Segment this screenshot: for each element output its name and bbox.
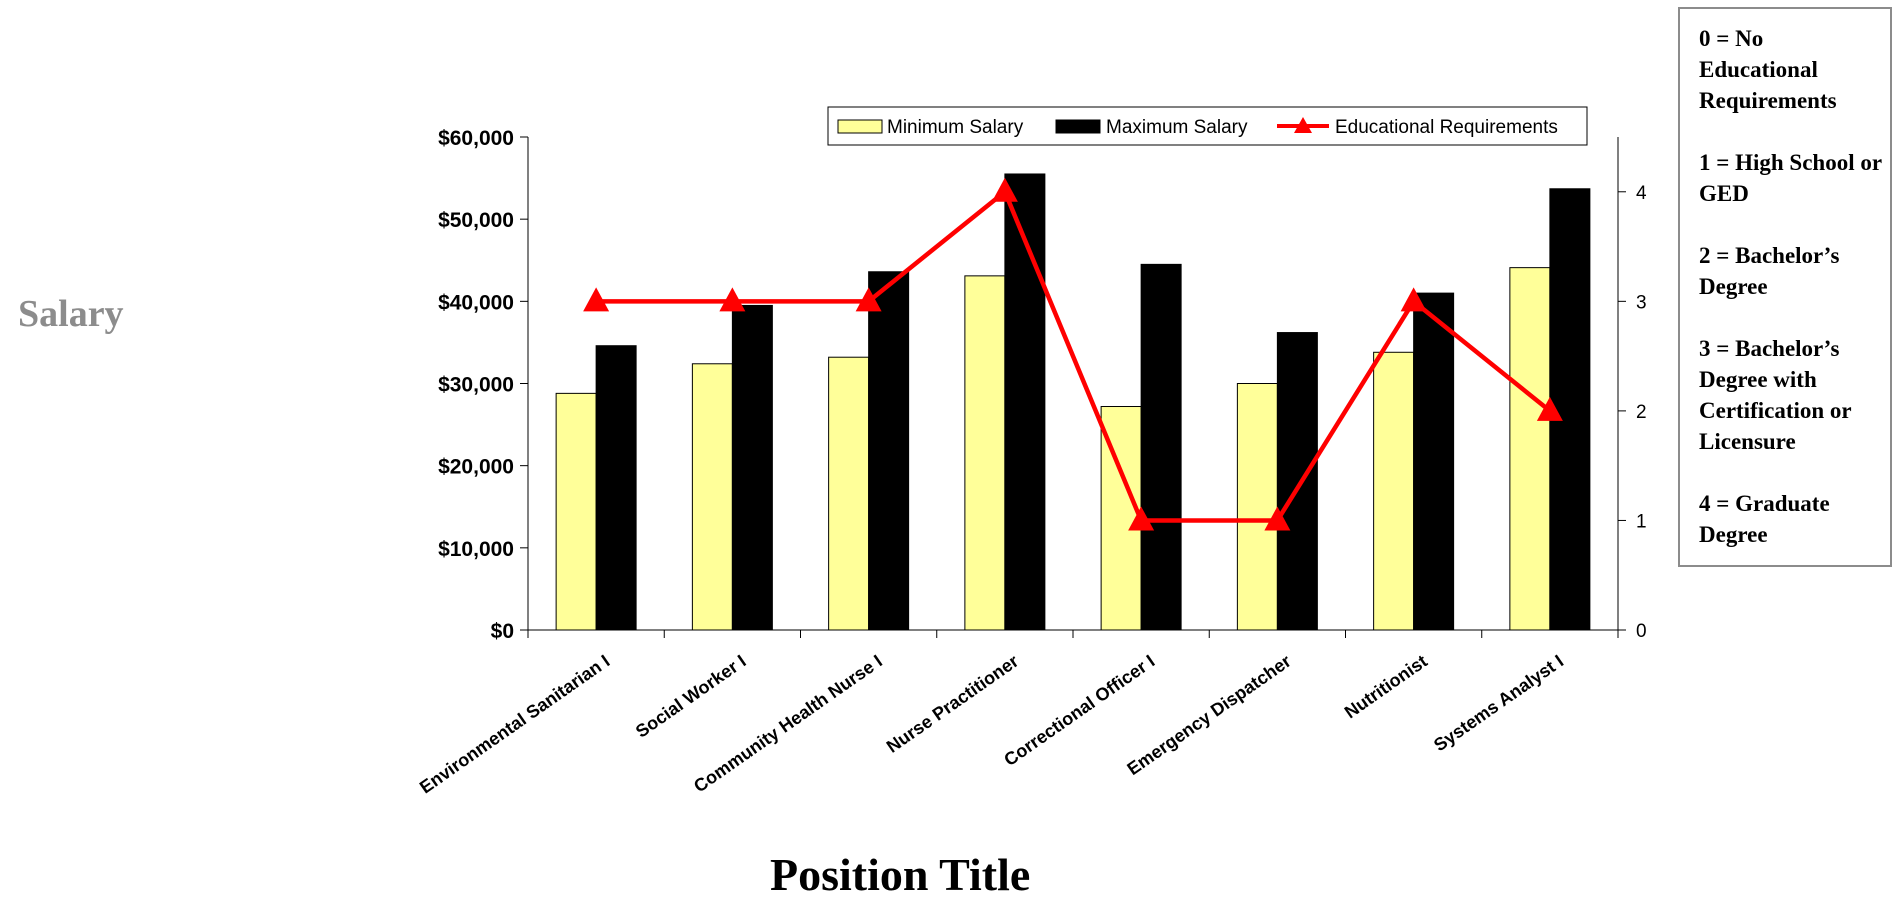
x-tick-label: Environmental Sanitarian I <box>416 651 613 798</box>
education-line <box>596 189 1552 523</box>
education-point <box>583 287 610 312</box>
x-tick-label: Correctional Officer I <box>1000 651 1158 770</box>
bar-minimum-salary <box>828 356 870 631</box>
y-tick-label: $30,000 <box>438 374 514 397</box>
key-item-0: 0 = No Educational Requirements <box>1699 26 1837 113</box>
x-axis-title: Position Title <box>770 849 1031 900</box>
key-item-2: 2 = Bachelor’s Degree <box>1699 243 1840 299</box>
legend-box <box>827 106 1588 146</box>
key-item-4: 4 = Graduate Degree <box>1699 491 1830 547</box>
y2-tick-label: 1 <box>1636 511 1647 532</box>
education-point <box>1536 396 1563 421</box>
bar-maximum-salary <box>1004 173 1046 631</box>
y-tick-label: $0 <box>491 620 514 643</box>
x-tick-label: Social Worker I <box>632 651 750 742</box>
y2-tick-label: 2 <box>1636 402 1647 423</box>
bar-minimum-salary <box>964 275 1006 631</box>
x-tick-label: Nutritionist <box>1341 651 1431 722</box>
y-tick-label: $60,000 <box>438 127 514 150</box>
y-tick-label: $20,000 <box>438 456 514 479</box>
key-item-1: 1 = High School or GED <box>1699 150 1882 206</box>
bar-minimum-salary <box>1236 383 1278 631</box>
key-item-3: 3 = Bachelor’s Degree with Certification… <box>1699 336 1852 454</box>
education-point <box>1128 506 1155 531</box>
x-tick-label: Systems Analyst I <box>1430 651 1567 755</box>
legend-swatch <box>837 119 883 134</box>
bar-maximum-salary <box>595 345 637 631</box>
bar-maximum-salary <box>731 304 773 631</box>
y2-tick-label: 3 <box>1636 292 1647 313</box>
legend-label: Maximum Salary <box>1106 117 1248 138</box>
bar-minimum-salary <box>555 392 597 631</box>
legend-label: Minimum Salary <box>887 117 1024 138</box>
education-point <box>1400 287 1427 312</box>
y-tick-label: $10,000 <box>438 538 514 561</box>
education-point <box>855 287 882 312</box>
x-tick-label: Nurse Practitioner <box>883 651 1022 757</box>
bar-minimum-salary <box>691 363 733 631</box>
bar-maximum-salary <box>1276 332 1318 631</box>
education-key: 0 = No Educational Requirements 1 = High… <box>1678 7 1892 567</box>
education-point <box>991 177 1018 202</box>
bar-maximum-salary <box>868 271 910 631</box>
y2-tick-label: 4 <box>1636 183 1647 204</box>
legend-label: Educational Requirements <box>1335 117 1558 138</box>
y2-tick-label: 0 <box>1636 621 1647 642</box>
bar-minimum-salary <box>1509 267 1551 631</box>
education-point <box>719 287 746 312</box>
bar-maximum-salary <box>1140 263 1182 631</box>
education-point <box>1264 506 1291 531</box>
y-tick-label: $50,000 <box>438 209 514 232</box>
bar-minimum-salary <box>1373 351 1415 631</box>
bar-maximum-salary <box>1413 292 1455 631</box>
legend-swatch-marker <box>1294 117 1312 133</box>
y-axis-title: Salary <box>18 293 124 335</box>
legend-swatch <box>1055 119 1101 134</box>
y-tick-label: $40,000 <box>438 291 514 314</box>
